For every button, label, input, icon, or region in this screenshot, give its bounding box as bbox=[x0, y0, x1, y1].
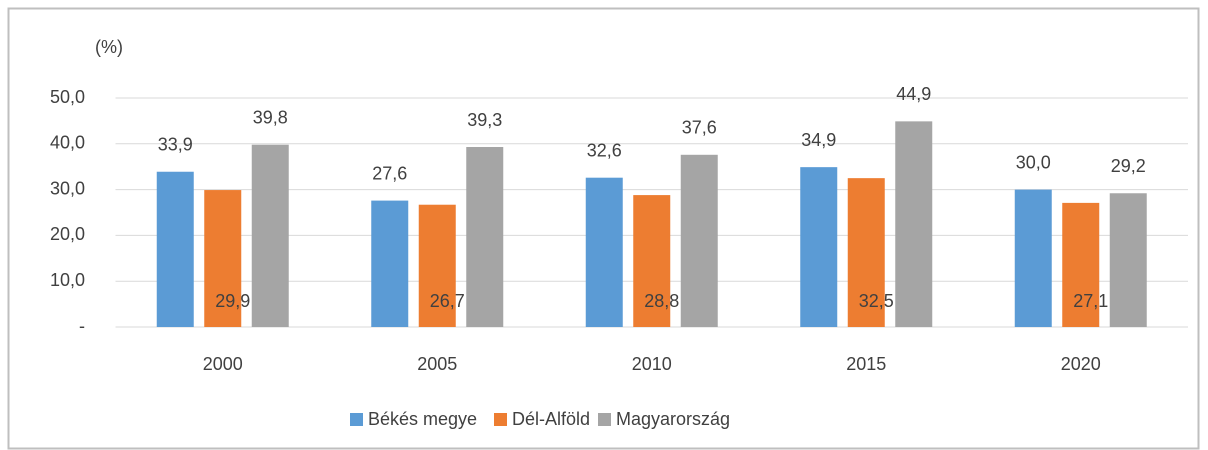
y-tick-label: 20,0 bbox=[50, 224, 85, 244]
y-tick-label: 10,0 bbox=[50, 270, 85, 290]
bar bbox=[680, 154, 718, 327]
legend-label: Dél-Alföld bbox=[512, 409, 590, 429]
data-label: 32,5 bbox=[859, 291, 894, 311]
x-tick-label: 2010 bbox=[632, 354, 672, 374]
bar bbox=[251, 144, 289, 327]
y-tick-label: 40,0 bbox=[50, 133, 85, 153]
data-label: 39,8 bbox=[253, 107, 288, 127]
bar bbox=[895, 121, 933, 327]
bar bbox=[1014, 189, 1052, 327]
data-label: 39,3 bbox=[467, 110, 502, 130]
x-tick-label: 2015 bbox=[846, 354, 886, 374]
chart-frame bbox=[7, 7, 1200, 450]
bar bbox=[1109, 193, 1147, 327]
bar bbox=[371, 200, 409, 327]
data-label: 30,0 bbox=[1016, 152, 1051, 172]
bar bbox=[847, 178, 885, 327]
legend-swatch bbox=[598, 413, 611, 426]
data-label: 26,7 bbox=[430, 291, 465, 311]
y-axis-label: (%) bbox=[95, 37, 123, 57]
bar bbox=[800, 167, 838, 327]
data-label: 34,9 bbox=[801, 130, 836, 150]
legend-label: Magyarország bbox=[616, 409, 730, 429]
data-label: 27,6 bbox=[372, 163, 407, 183]
y-tick-label: 50,0 bbox=[50, 87, 85, 107]
bar bbox=[585, 177, 623, 327]
data-label: 29,9 bbox=[215, 291, 250, 311]
y-tick-label: - bbox=[79, 316, 85, 336]
data-label: 32,6 bbox=[587, 140, 622, 160]
x-tick-label: 2000 bbox=[203, 354, 243, 374]
data-label: 33,9 bbox=[158, 134, 193, 154]
x-tick-label: 2005 bbox=[417, 354, 457, 374]
bar bbox=[156, 171, 194, 327]
bar bbox=[633, 195, 671, 327]
x-tick-label: 2020 bbox=[1061, 354, 1101, 374]
data-label: 29,2 bbox=[1111, 156, 1146, 176]
legend-label: Békés megye bbox=[368, 409, 477, 429]
legend-swatch bbox=[494, 413, 507, 426]
data-label: 44,9 bbox=[896, 84, 931, 104]
data-label: 37,6 bbox=[682, 118, 717, 138]
y-tick-label: 30,0 bbox=[50, 178, 85, 198]
data-label: 28,8 bbox=[644, 291, 679, 311]
bar bbox=[418, 204, 456, 327]
bar bbox=[204, 190, 242, 327]
data-label: 27,1 bbox=[1073, 291, 1108, 311]
bar bbox=[466, 147, 504, 327]
bar bbox=[1062, 202, 1100, 327]
legend-swatch bbox=[350, 413, 363, 426]
